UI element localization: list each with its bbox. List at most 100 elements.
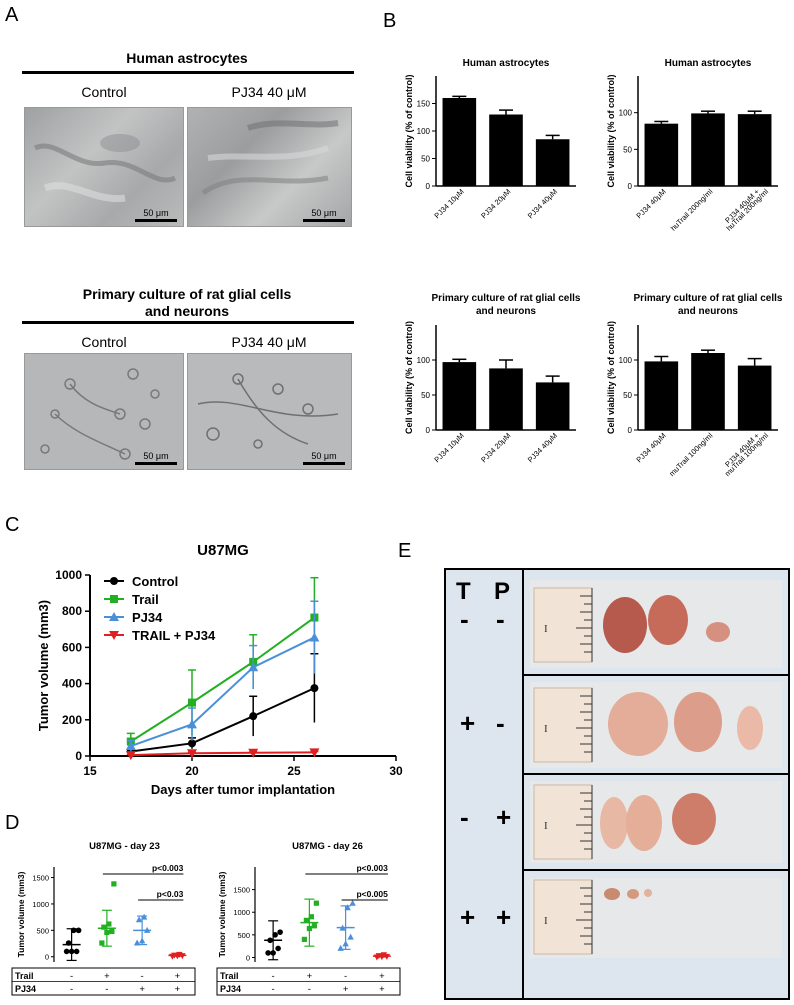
y-tick-label: 100 [619,109,633,118]
panel-a-section2-title-line2: and neurons [144,303,229,319]
y-tick-label: 0 [628,182,633,191]
row1-p-sign: - [496,604,505,634]
data-point [73,948,80,955]
x-tick-label: 20 [185,764,199,778]
scale-bar-label: 50 μm [311,208,337,218]
table-cell: - [308,984,311,995]
micrograph-astrocytes-pj34: 50 μm [187,107,352,227]
table-cell: + [307,971,313,982]
scale-bar: 50 μm [303,208,345,222]
data-point [109,928,115,934]
data-point [277,929,283,935]
legend-label: PJ34 [132,610,163,625]
tumor-photo-row4: I [530,878,782,958]
marker-triangle-up [109,612,119,621]
data-point [106,921,112,927]
chart-title: and neurons [678,306,738,317]
tumor-photo-row2: I [530,682,782,768]
scale-bar: 50 μm [303,451,345,465]
panel-a-control-label-1: Control [81,84,127,100]
y-tick-label: 0 [628,426,633,435]
panel-a-pj34-label-1: PJ34 40 μM [231,84,307,100]
y-tick-label: 50 [421,155,430,164]
ruler-mark: I [544,623,548,635]
table-cell: - [272,984,275,995]
row-divider-2 [524,773,788,775]
data-point [135,916,143,923]
chart-title: U87MG - day 23 [89,841,160,852]
y-axis-label: Cell viability (% of control) [606,321,616,434]
bar [535,139,570,186]
scatter-chart-day26: U87MG - day 26 0 500 1000 1500 Tumor volume (… [216,841,401,996]
row2-p-sign: - [496,708,505,738]
marker-circle [110,577,118,585]
bar [644,361,679,430]
y-tick-label: 50 [421,391,430,400]
x-tick-label: PJ34 10μM [432,187,465,220]
row4-t-sign: + [460,902,476,932]
y-tick-label: 200 [62,713,82,727]
panel-letter-c: C [5,514,20,536]
marker-circle [188,739,196,748]
bar-chart-glial-dose: Primary culture of rat glial cells and ne… [404,293,581,464]
data-point [275,945,281,952]
chart-title: U87MG - day 26 [292,841,363,852]
marker-square [110,595,118,603]
marker-square [188,698,196,707]
y-tick-label: 400 [62,677,82,691]
table-cell: - [105,984,108,995]
x-tick-label: PJ34 40μM [634,431,667,464]
sig-label: p<0.03 [157,889,184,899]
row3-p-sign: + [496,802,512,832]
table-cell: + [175,984,181,995]
micrograph-texture [201,120,339,196]
row2-t-sign: + [460,708,476,738]
table-row-label: Trail [15,971,34,981]
table-cell: + [343,984,349,995]
tumor-photo-row3: I [530,781,782,863]
chart-title: U87MG [197,542,249,559]
y-tick-label: 0 [246,953,250,962]
y-tick-label: 1000 [233,908,250,917]
bar [535,382,570,430]
row1-t-sign: - [460,604,469,634]
ruler-mark: I [544,723,548,735]
panel-letter-b: B [383,10,397,32]
x-tick-label: PJ34 10μM [432,431,465,464]
legend-label: TRAIL + PJ34 [132,628,216,643]
table-cell: + [379,984,385,995]
y-tick-label: 600 [62,640,82,654]
y-tick-label: 0 [45,953,49,962]
series-line [130,636,315,747]
tumor-photo-row1: I [530,580,782,668]
y-axis-label: Cell viability (% of control) [404,321,414,434]
chart-title: Primary culture of rat glial cells [634,293,783,304]
micrograph-astrocytes-control: 50 μm [24,107,184,227]
panel-a-rule-1 [22,71,354,74]
ruler-mark: I [544,820,548,832]
y-tick-label: 0 [426,182,431,191]
y-axis-label: Cell viability (% of control) [404,74,414,187]
marker-triangle-down [125,751,136,761]
y-tick-label: 50 [623,145,632,154]
data-point [303,917,309,923]
y-axis-label: Tumor volume (mm3) [16,871,26,957]
table-cell: - [272,971,275,982]
marker-circle [310,684,319,693]
table-cell: + [175,971,181,982]
x-tick-label: PJ34 40μM [634,187,667,220]
panel-letter-a: A [5,4,19,26]
row4-p-sign: + [496,902,512,932]
bar [691,353,725,430]
y-tick-label: 500 [237,931,250,940]
chart-title: Primary culture of rat glial cells [432,293,581,304]
scale-bar: 50 μm [135,451,177,465]
y-tick-label: 1500 [32,874,49,883]
y-tick-label: 800 [62,604,82,618]
table-row-label: PJ34 [220,984,241,994]
x-tick-label: muTrail 100ng/ml [667,431,714,478]
micrograph-texture [40,368,160,460]
series-line [130,687,315,753]
data-point [308,914,314,920]
